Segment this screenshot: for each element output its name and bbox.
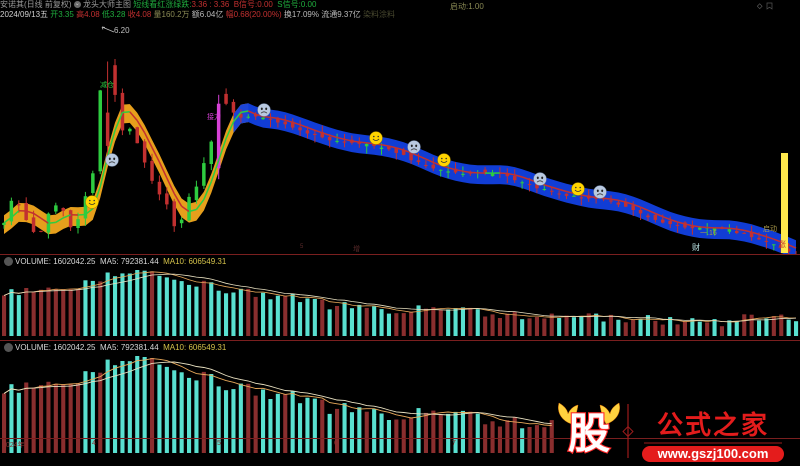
svg-text:公式之家: 公式之家 xyxy=(657,410,769,440)
svg-text:www.gszj100.com: www.gszj100.com xyxy=(657,446,769,461)
svg-text:股: 股 xyxy=(568,410,610,457)
